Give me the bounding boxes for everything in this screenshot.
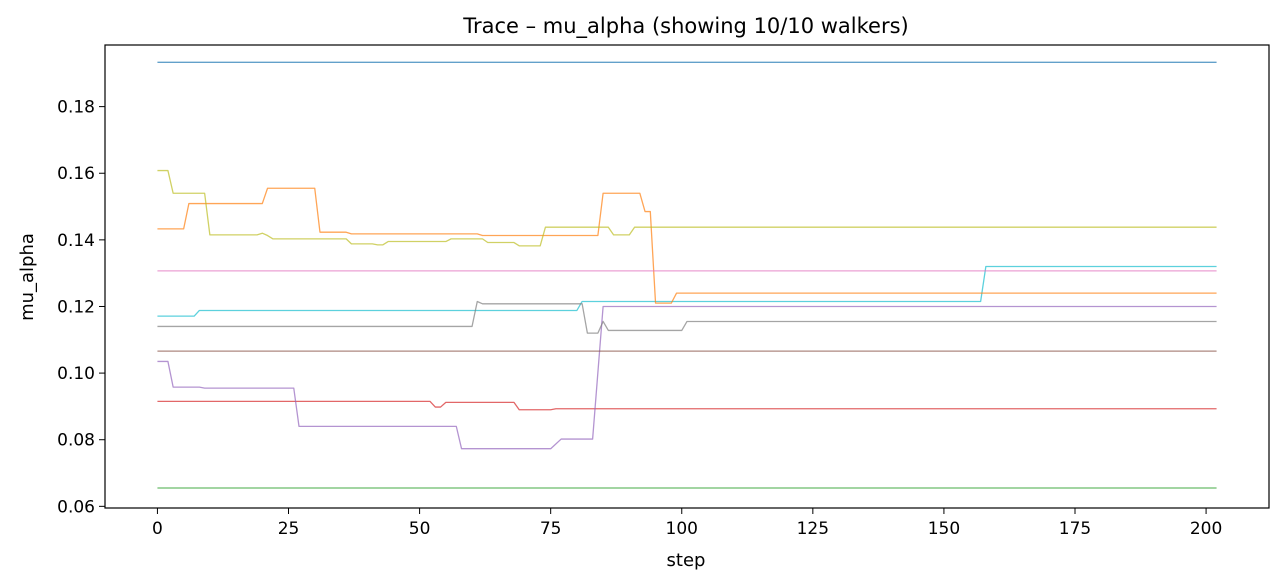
x-tick-label: 75	[540, 519, 562, 539]
x-tick-label: 50	[409, 519, 431, 539]
y-tick-label: 0.10	[57, 364, 95, 384]
x-tick-label: 100	[666, 519, 698, 539]
walker-trace-5	[157, 305, 1217, 450]
x-axis-ticks: 0 25 50 75 100 125 150 175 200	[152, 508, 1222, 539]
x-axis-title: step	[667, 550, 706, 571]
y-tick-label: 0.12	[57, 297, 95, 317]
walker-trace-1	[157, 265, 1217, 317]
walker-trace-9	[157, 169, 1217, 247]
plot-frame	[104, 44, 1270, 509]
chart-title: Trace – mu_alpha (showing 10/10 walkers)	[462, 14, 909, 39]
y-tick-label: 0.16	[57, 164, 95, 184]
y-axis-title: mu_alpha	[17, 233, 38, 321]
x-tick-label: 125	[797, 519, 829, 539]
series-layer	[157, 61, 1217, 489]
x-tick-label: 200	[1190, 519, 1222, 539]
x-tick-label: 150	[928, 519, 960, 539]
y-tick-label: 0.08	[57, 431, 95, 451]
walker-trace-8	[157, 300, 1217, 334]
y-tick-label: 0.18	[57, 98, 95, 118]
x-tick-label: 25	[278, 519, 300, 539]
y-tick-label: 0.14	[57, 231, 95, 251]
walker-trace-2	[157, 187, 1217, 304]
y-axis-ticks: 0.06 0.08 0.10 0.12 0.14 0.16 0.18	[57, 98, 105, 517]
x-tick-label: 175	[1059, 519, 1091, 539]
y-tick-label: 0.06	[57, 497, 95, 517]
x-tick-label: 0	[152, 519, 163, 539]
walker-trace-4	[157, 400, 1217, 411]
